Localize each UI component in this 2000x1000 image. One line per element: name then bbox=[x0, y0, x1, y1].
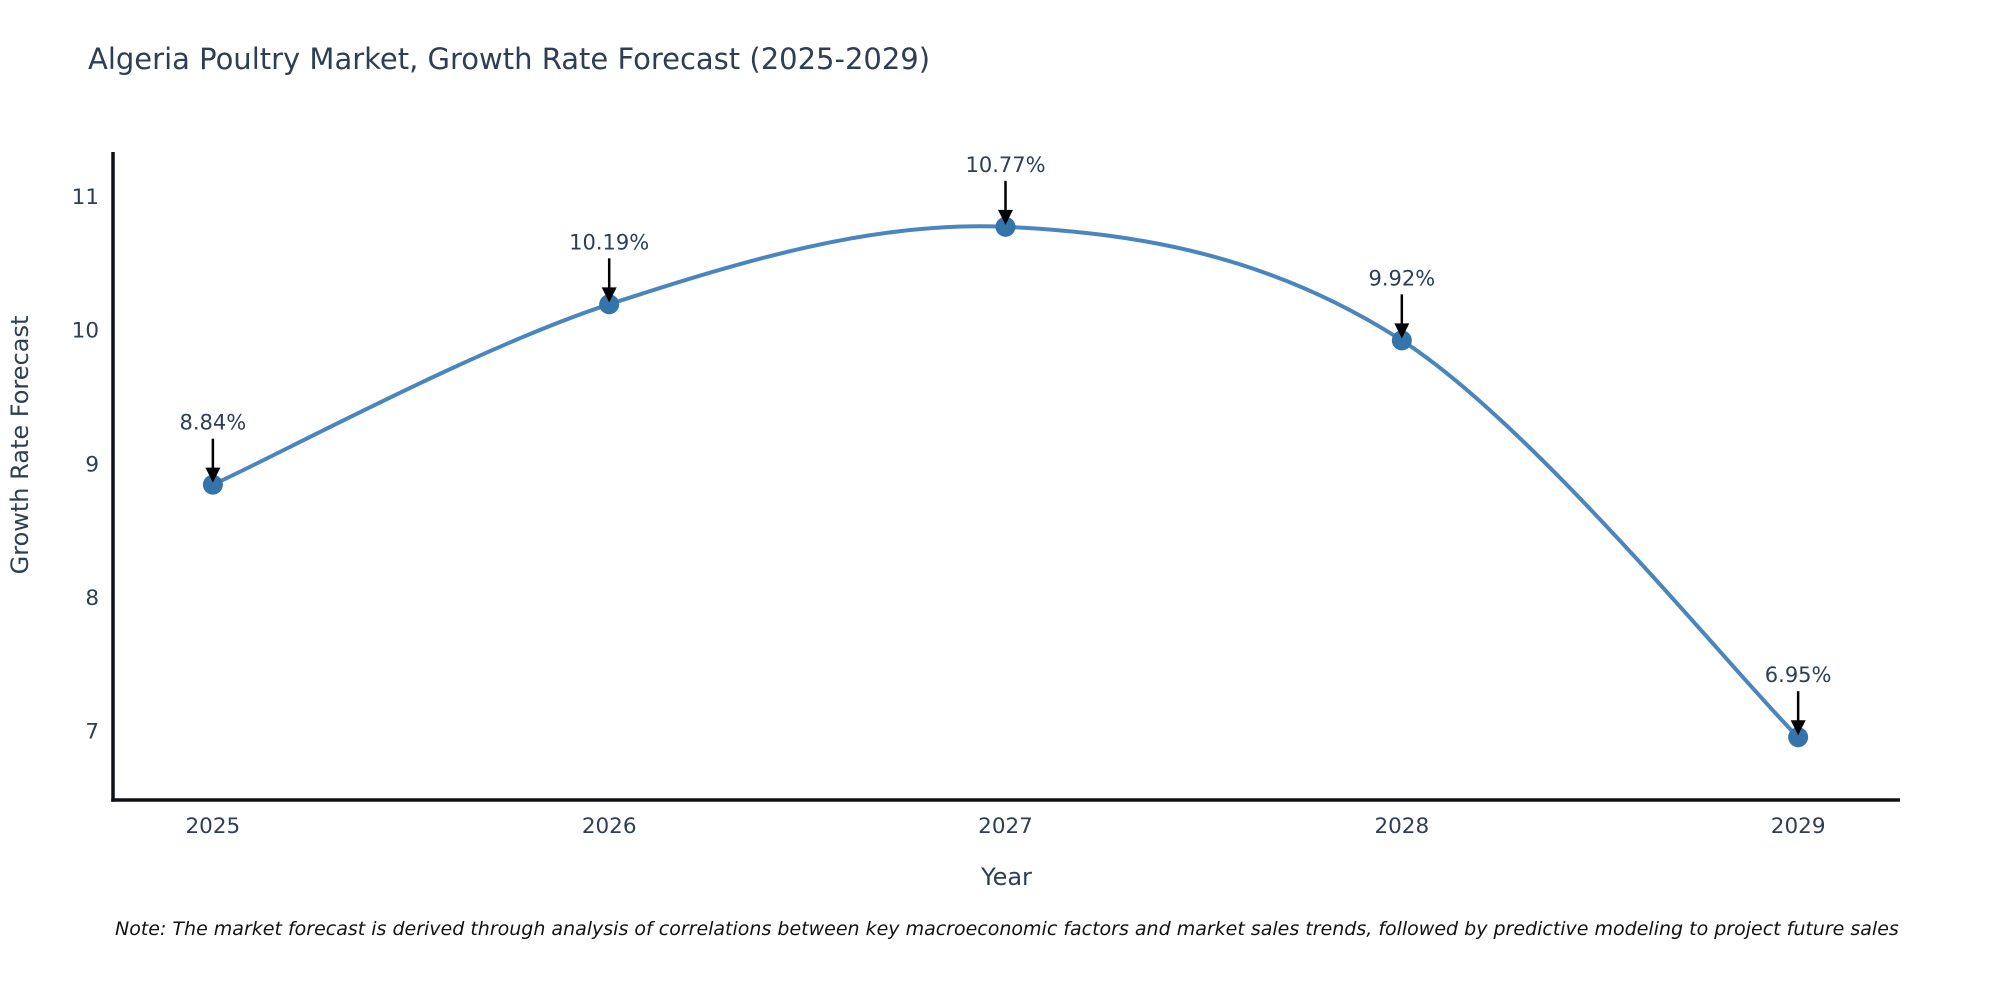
x-tick-label: 2029 bbox=[1771, 814, 1826, 839]
annotation-arrowhead bbox=[205, 467, 221, 483]
data-point-label: 10.19% bbox=[569, 230, 649, 254]
y-tick-label: 7 bbox=[85, 720, 99, 745]
data-point-label: 6.95% bbox=[1765, 663, 1832, 687]
data-point-marker bbox=[1788, 727, 1809, 748]
data-point-marker bbox=[995, 216, 1016, 237]
chart-title: Algeria Poultry Market, Growth Rate Fore… bbox=[88, 42, 931, 76]
y-tick-label: 8 bbox=[85, 586, 99, 611]
data-point-label: 9.92% bbox=[1368, 266, 1435, 290]
annotation-arrowhead bbox=[601, 287, 617, 303]
y-tick-label: 9 bbox=[85, 452, 99, 477]
footnote: Note: The market forecast is derived thr… bbox=[115, 918, 1899, 940]
y-tick-label: 11 bbox=[72, 185, 99, 210]
y-axis-title: Growth Rate Forecast bbox=[6, 316, 34, 575]
data-point-marker bbox=[202, 474, 223, 495]
data-point-label: 10.77% bbox=[965, 153, 1045, 177]
annotation-arrowhead bbox=[1394, 323, 1410, 339]
x-tick-label: 2025 bbox=[186, 814, 241, 839]
annotation-arrowhead bbox=[998, 209, 1014, 225]
data-point-label: 8.84% bbox=[180, 411, 247, 435]
forecast-line bbox=[210, 224, 1801, 740]
x-tick-label: 2026 bbox=[582, 814, 637, 839]
x-tick-label: 2027 bbox=[978, 814, 1033, 839]
y-tick-label: 10 bbox=[72, 319, 99, 344]
x-axis-title: Year bbox=[980, 863, 1032, 891]
data-point-marker bbox=[599, 294, 620, 315]
x-tick-label: 2028 bbox=[1374, 814, 1429, 839]
data-point-marker bbox=[1391, 330, 1412, 351]
annotation-arrowhead bbox=[1790, 720, 1806, 736]
